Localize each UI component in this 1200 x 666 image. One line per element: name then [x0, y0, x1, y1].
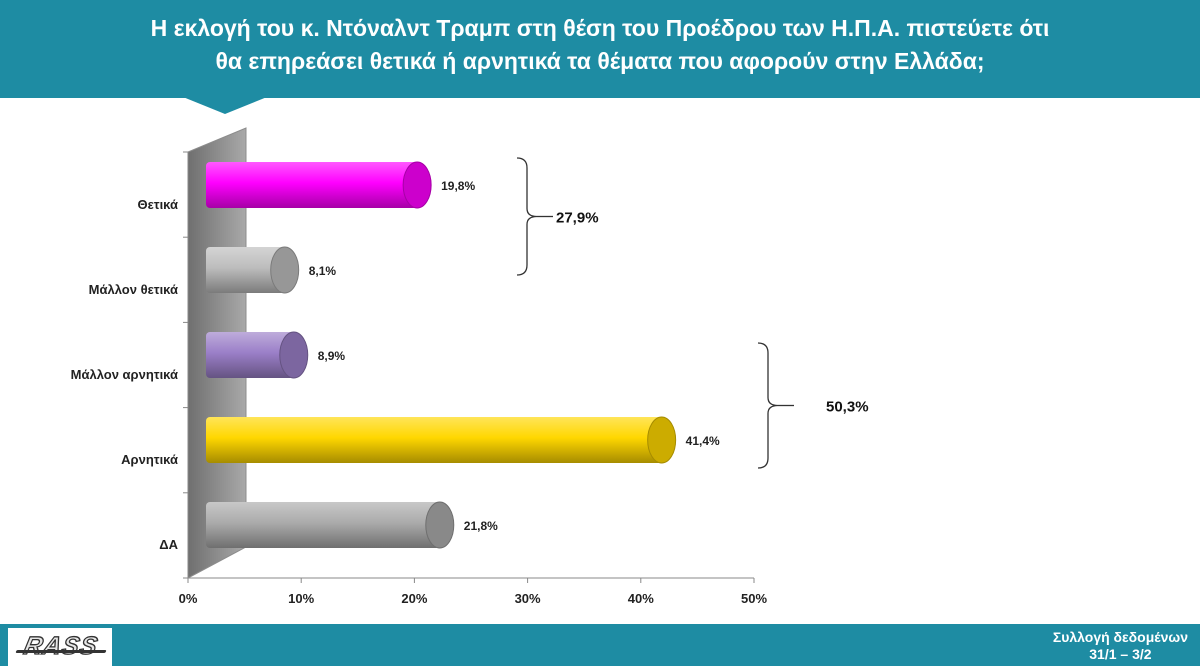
group-total-label: 50,3%	[826, 399, 869, 416]
group-brace	[757, 342, 779, 469]
bar-end-cap	[279, 331, 309, 379]
x-tick-label: 30%	[515, 591, 541, 606]
logo-swoosh	[15, 650, 107, 653]
data-label: 19,8%	[441, 179, 475, 193]
group-brace	[516, 157, 538, 276]
x-tick-label: 10%	[288, 591, 314, 606]
bar-end-cap	[270, 246, 300, 294]
data-collection-dates: 31/1 – 3/2	[1089, 646, 1152, 662]
category-label: Αρνητικά	[121, 452, 178, 467]
x-tick-label: 50%	[741, 591, 767, 606]
bar	[206, 417, 662, 463]
category-label: Θετικά	[137, 197, 178, 212]
data-label: 21,8%	[464, 519, 498, 533]
data-collection-label: Συλλογή δεδομένων	[1052, 629, 1188, 645]
category-label: ΔΑ	[159, 537, 178, 552]
bar	[206, 247, 285, 293]
rass-logo: RASS	[21, 631, 102, 660]
x-tick-label: 0%	[179, 591, 198, 606]
title-line-1: Η εκλογή του κ. Ντόναλντ Τραμπ στη θέση …	[150, 15, 1050, 41]
footer-bar	[0, 624, 1200, 666]
category-label: Μάλλον θετικά	[89, 282, 178, 297]
data-label: 8,9%	[318, 349, 346, 363]
x-tick-label: 40%	[628, 591, 654, 606]
group-total-label: 27,9%	[556, 210, 599, 227]
bar	[206, 332, 294, 378]
title-line-2: θα επηρεάσει θετικά ή αρνητικά τα θέματα…	[215, 48, 985, 74]
logo-container	[8, 628, 112, 666]
header-pointer	[183, 97, 267, 114]
bar-end-cap	[647, 416, 677, 464]
bar	[206, 502, 440, 548]
data-collection-note: Συλλογή δεδομένων 31/1 – 3/2	[1053, 629, 1188, 663]
category-label: Μάλλον αρνητικά	[71, 367, 178, 382]
bar-end-cap	[425, 501, 455, 549]
header-bar	[0, 0, 1200, 98]
bar-end-cap	[402, 161, 432, 209]
chart-title: Η εκλογή του κ. Ντόναλντ Τραμπ στη θέση …	[0, 12, 1200, 78]
bar	[206, 162, 418, 208]
x-tick-label: 20%	[401, 591, 427, 606]
data-label: 41,4%	[686, 434, 720, 448]
data-label: 8,1%	[309, 264, 337, 278]
